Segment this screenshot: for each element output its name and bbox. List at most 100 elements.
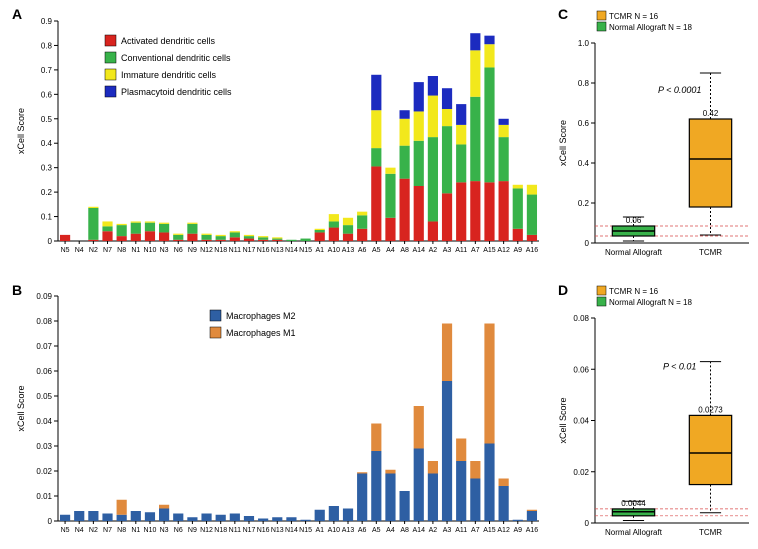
svg-text:0.8: 0.8 — [41, 41, 53, 50]
bar-segment — [216, 515, 226, 521]
bar-segment — [470, 479, 480, 522]
svg-text:0.3: 0.3 — [41, 164, 53, 173]
legend-swatch — [105, 69, 116, 80]
svg-text:N8: N8 — [117, 527, 126, 534]
svg-text:N11: N11 — [229, 527, 241, 534]
svg-text:A6: A6 — [358, 247, 367, 254]
bar-segment — [371, 75, 381, 110]
svg-text:xCell Score: xCell Score — [558, 120, 568, 166]
bar-segment — [428, 76, 438, 96]
bar-segment — [117, 236, 127, 241]
svg-text:N15: N15 — [299, 527, 312, 534]
svg-text:N12: N12 — [200, 247, 213, 254]
bar-segment — [258, 240, 268, 241]
box — [689, 415, 731, 484]
svg-text:TCMR: TCMR — [699, 248, 722, 257]
svg-text:A14: A14 — [413, 247, 426, 254]
bar-segment — [286, 240, 296, 241]
legend-label: Normal Allograft N = 18 — [609, 298, 692, 307]
svg-text:N2: N2 — [89, 247, 98, 254]
bar-segment — [470, 461, 480, 479]
bar-segment — [357, 472, 367, 473]
svg-text:N9: N9 — [188, 247, 197, 254]
bar-segment — [428, 461, 438, 474]
bar-segment — [513, 188, 523, 228]
legend-label: Immature dendritic cells — [121, 70, 217, 80]
svg-text:A8: A8 — [400, 247, 409, 254]
svg-text:N7: N7 — [103, 247, 112, 254]
svg-text:N5: N5 — [61, 527, 70, 534]
bar-segment — [145, 231, 155, 241]
svg-text:Normal Allograft: Normal Allograft — [605, 248, 663, 257]
bar-segment — [131, 221, 141, 222]
bar-segment — [102, 231, 112, 241]
bar-segment — [272, 240, 282, 241]
bar-segment — [385, 218, 395, 241]
bar-segment — [400, 491, 410, 521]
legend-label: Plasmacytoid dendritic cells — [121, 87, 232, 97]
svg-text:A8: A8 — [400, 527, 409, 534]
svg-text:0.2: 0.2 — [578, 199, 590, 208]
bar-segment — [315, 230, 325, 232]
bar-segment — [456, 125, 466, 145]
bar-segment — [300, 239, 310, 241]
bar-segment — [131, 234, 141, 241]
legend-label: Macrophages M2 — [226, 311, 296, 321]
svg-text:0.07: 0.07 — [36, 342, 52, 351]
svg-text:A13: A13 — [342, 247, 355, 254]
bar-segment — [527, 185, 537, 195]
bar-segment — [88, 208, 98, 240]
bar-segment — [527, 235, 537, 241]
svg-text:A2: A2 — [429, 527, 438, 534]
bar-segment — [102, 514, 112, 522]
bar-segment — [371, 166, 381, 241]
bar-segment — [343, 234, 353, 241]
svg-text:N17: N17 — [243, 247, 256, 254]
p-value: P < 0.01 — [663, 361, 696, 371]
svg-text:0.5: 0.5 — [41, 115, 53, 124]
legend-label: Normal Allograft N = 18 — [609, 23, 692, 32]
bar-segment — [117, 225, 127, 236]
bar-segment — [258, 519, 268, 522]
svg-text:A10: A10 — [328, 527, 341, 534]
bar-segment — [300, 520, 310, 521]
bar-segment — [428, 221, 438, 241]
svg-text:N4: N4 — [75, 247, 84, 254]
svg-text:0.04: 0.04 — [573, 417, 589, 426]
legend-label: Activated dendritic cells — [121, 36, 216, 46]
svg-text:Normal Allograft: Normal Allograft — [605, 528, 663, 537]
legend-label: TCMR N = 16 — [609, 287, 659, 296]
svg-text:N9: N9 — [188, 527, 197, 534]
svg-text:N2: N2 — [89, 527, 98, 534]
bar-segment — [499, 125, 509, 137]
svg-text:A3: A3 — [443, 247, 452, 254]
box — [689, 119, 731, 207]
svg-text:A1: A1 — [315, 247, 324, 254]
legend-swatch — [210, 310, 221, 321]
panel-d-chart: 00.020.040.060.08xCell Score0.0044Normal… — [555, 280, 755, 545]
panel-a-chart: 00.10.20.30.40.50.60.70.80.9xCell ScoreN… — [10, 5, 545, 265]
svg-text:0: 0 — [585, 519, 590, 528]
svg-text:A2: A2 — [429, 247, 438, 254]
bar-segment — [400, 146, 410, 179]
bar-segment — [102, 226, 112, 231]
svg-text:0.04: 0.04 — [36, 417, 52, 426]
bar-segment — [400, 179, 410, 241]
bar-segment — [60, 515, 70, 521]
bar-segment — [343, 218, 353, 225]
bar-segment — [414, 111, 424, 140]
svg-text:A15: A15 — [483, 247, 496, 254]
svg-text:0.08: 0.08 — [573, 314, 589, 323]
svg-text:A14: A14 — [413, 527, 426, 534]
svg-text:A1: A1 — [315, 527, 324, 534]
bar-segment — [329, 214, 339, 221]
bar-segment — [527, 195, 537, 235]
bar-segment — [258, 237, 268, 239]
svg-text:N3: N3 — [160, 527, 169, 534]
bar-segment — [131, 223, 141, 234]
bar-segment — [329, 506, 339, 521]
svg-text:N18: N18 — [214, 247, 227, 254]
svg-text:TCMR: TCMR — [699, 528, 722, 537]
bar-segment — [385, 168, 395, 174]
bar-segment — [400, 119, 410, 146]
